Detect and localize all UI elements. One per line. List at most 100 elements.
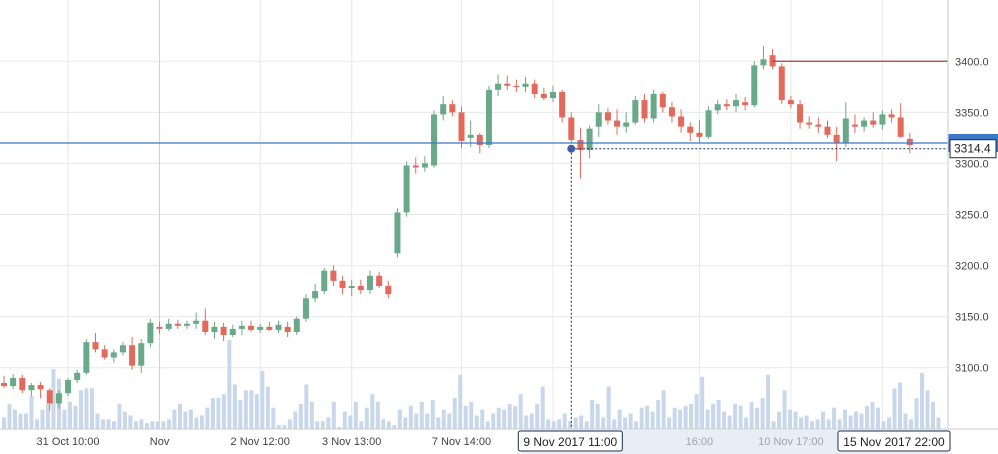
candle-up bbox=[10, 373, 17, 390]
candle-up bbox=[74, 369, 81, 384]
volume-bar bbox=[117, 403, 122, 429]
candle-up bbox=[275, 320, 282, 333]
candle-body bbox=[641, 100, 648, 119]
candle-body bbox=[833, 134, 840, 143]
candle-down bbox=[577, 127, 584, 179]
candle-body bbox=[28, 385, 35, 391]
candle-body bbox=[266, 326, 273, 330]
candle-body bbox=[119, 345, 126, 353]
candle-up bbox=[751, 61, 758, 108]
candle-body bbox=[138, 343, 145, 366]
volume-bar bbox=[133, 421, 138, 429]
volume-bar bbox=[282, 425, 287, 429]
volume-bar bbox=[507, 403, 512, 429]
volume-bar bbox=[562, 413, 567, 429]
volume-bar bbox=[925, 390, 930, 429]
candle-up bbox=[705, 106, 712, 139]
candle-body bbox=[888, 114, 895, 118]
candle-body bbox=[385, 286, 392, 295]
candle-down bbox=[723, 99, 730, 111]
volume-bar bbox=[78, 390, 83, 429]
time-axis[interactable]: 31 Oct 10:00 Nov 2 Nov 12:00 3 Nov 13:00 7 N… bbox=[0, 428, 998, 454]
price-tick-label: 3100.0 bbox=[955, 363, 989, 375]
candle-body bbox=[705, 110, 712, 137]
volume-bar bbox=[705, 409, 710, 429]
volume-bar bbox=[601, 417, 606, 429]
candle-up bbox=[522, 76, 529, 92]
candle-body bbox=[421, 163, 428, 168]
candle-up bbox=[879, 110, 886, 130]
volume-bar bbox=[513, 405, 518, 429]
candle-body bbox=[787, 100, 794, 105]
volume-bar bbox=[287, 419, 292, 429]
volume-bar bbox=[689, 403, 694, 429]
volume-bar bbox=[430, 399, 435, 429]
candle-down bbox=[449, 100, 456, 117]
volume-bar bbox=[62, 409, 67, 429]
candle-body bbox=[879, 114, 886, 125]
volume-bar bbox=[18, 413, 23, 429]
volume-bar bbox=[375, 401, 380, 429]
candle-body bbox=[248, 325, 255, 330]
candle-down bbox=[806, 116, 813, 129]
volume-bar bbox=[727, 415, 732, 429]
candle-up bbox=[138, 339, 145, 373]
crosshair-price-label-box bbox=[949, 139, 997, 159]
volume-bar bbox=[760, 398, 765, 429]
grid-lines bbox=[0, 0, 948, 429]
candle-down bbox=[458, 106, 465, 149]
candle-body bbox=[449, 104, 456, 113]
candle-up bbox=[302, 294, 309, 322]
volume-bar bbox=[139, 419, 144, 429]
price-axis[interactable]: 3100.0 3150.0 3200.0 3250.0 3300.0 3350.0 3400… bbox=[947, 0, 989, 429]
candle-down bbox=[339, 275, 346, 295]
candle-body bbox=[312, 291, 319, 299]
candle-body bbox=[458, 112, 465, 141]
candle-down bbox=[504, 75, 511, 90]
volume-bar bbox=[656, 399, 661, 429]
volume-bar bbox=[51, 369, 56, 429]
volume-bar bbox=[128, 415, 133, 429]
volume-bar bbox=[667, 417, 672, 429]
volume-bar bbox=[359, 421, 364, 429]
candle-down bbox=[376, 271, 383, 289]
candle-up bbox=[110, 349, 117, 363]
candle-body bbox=[897, 117, 904, 137]
candle-body bbox=[577, 139, 584, 151]
volume-bar bbox=[843, 409, 848, 429]
volume-bar bbox=[645, 405, 650, 429]
volume-bar bbox=[722, 411, 727, 429]
candle-up bbox=[83, 339, 90, 375]
volume-bar bbox=[469, 401, 474, 429]
candle-body bbox=[906, 138, 913, 146]
candle-up bbox=[119, 342, 126, 356]
volume-bar bbox=[353, 401, 358, 429]
volume-bar bbox=[683, 405, 688, 429]
candle-up bbox=[421, 156, 428, 172]
candle-down bbox=[385, 280, 392, 299]
volume-bar bbox=[595, 403, 600, 429]
volume-bar bbox=[403, 417, 408, 429]
candle-body bbox=[238, 325, 245, 329]
candle-down bbox=[696, 120, 703, 143]
candle-body bbox=[92, 342, 99, 350]
candle-up bbox=[257, 323, 264, 333]
price-tick-label: 3200.0 bbox=[955, 261, 989, 273]
volume-bar bbox=[639, 407, 644, 429]
candle-body bbox=[440, 104, 447, 115]
volume-bar bbox=[315, 421, 320, 429]
volume-bar bbox=[397, 409, 402, 429]
volume-bar bbox=[29, 396, 34, 429]
candle-body bbox=[330, 270, 337, 281]
crosshair: 3314.4 bbox=[567, 139, 997, 429]
candle-body bbox=[806, 122, 813, 125]
volume-bar bbox=[788, 409, 793, 429]
candle-down bbox=[248, 320, 255, 332]
crosshair-point[interactable] bbox=[567, 144, 576, 153]
candle-body bbox=[202, 320, 209, 332]
candle-body bbox=[668, 107, 675, 117]
candle-down bbox=[815, 117, 822, 133]
candle-up bbox=[632, 96, 639, 125]
